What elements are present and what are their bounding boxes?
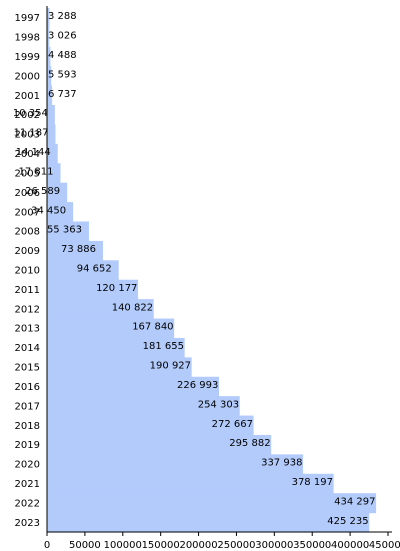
bar — [47, 415, 254, 436]
value-label: 10 354 — [13, 108, 48, 119]
y-tick-label: 2008 — [15, 227, 40, 238]
y-tick-label: 2010 — [15, 266, 40, 277]
bar — [47, 493, 377, 514]
x-tick-label: 350000 — [293, 540, 331, 551]
value-label: 26 589 — [25, 186, 60, 197]
bar — [47, 512, 370, 533]
value-label: 120 177 — [96, 283, 137, 294]
x-tick-label: 450000 — [369, 540, 400, 551]
bar — [47, 66, 52, 87]
x-tick-label: 100000 — [104, 540, 142, 551]
value-label: 17 811 — [19, 166, 54, 177]
value-label: 55 363 — [47, 225, 82, 236]
y-tick-label: 2001 — [15, 91, 40, 102]
bar — [47, 202, 74, 223]
y-tick-label: 2020 — [15, 460, 40, 471]
bar — [47, 182, 68, 203]
value-label: 73 886 — [61, 244, 96, 255]
value-label: 434 297 — [334, 496, 375, 507]
x-tick-label: 250000 — [217, 540, 255, 551]
bar — [47, 299, 154, 320]
value-label: 254 303 — [198, 399, 239, 410]
bar — [47, 260, 119, 281]
value-label: 378 197 — [292, 477, 333, 488]
bar — [47, 396, 240, 417]
bar — [47, 163, 61, 184]
y-tick-label: 2013 — [15, 324, 40, 335]
value-label: 425 235 — [327, 516, 368, 527]
value-label: 226 993 — [177, 380, 218, 391]
x-tick-label: 150000 — [142, 540, 180, 551]
y-tick-label: 2011 — [15, 285, 40, 296]
y-tick-label: 2018 — [15, 421, 40, 432]
y-tick-label: 2014 — [15, 343, 40, 354]
y-tick-label: 2015 — [15, 363, 40, 374]
x-tick-label: 50000 — [69, 540, 101, 551]
value-label: 140 822 — [112, 302, 153, 313]
bar — [47, 376, 220, 397]
x-tick-label: 0 — [44, 540, 50, 551]
bar — [47, 221, 89, 242]
value-label: 3 026 — [48, 31, 77, 42]
bar — [47, 454, 304, 475]
bar — [47, 337, 185, 358]
y-tick-label: 2006 — [15, 188, 40, 199]
y-tick-label: 1997 — [15, 13, 40, 24]
value-label: 3 288 — [48, 11, 77, 22]
value-label: 4 488 — [48, 50, 77, 61]
y-tick-label: 2007 — [15, 207, 40, 218]
bar — [47, 85, 53, 106]
x-tick-label: 400000 — [331, 540, 369, 551]
bar — [47, 8, 50, 29]
bar — [47, 124, 56, 145]
bar — [47, 473, 334, 494]
y-tick-label: 2012 — [15, 304, 40, 315]
y-tick-label: 2016 — [15, 382, 40, 393]
y-tick-label: 1999 — [15, 52, 40, 63]
value-label: 295 882 — [229, 438, 270, 449]
value-label: 6 737 — [48, 89, 77, 100]
y-tick-label: 1998 — [15, 33, 40, 44]
y-tick-label: 2023 — [15, 518, 40, 529]
bar — [47, 27, 50, 48]
y-tick-label: 2009 — [15, 246, 40, 257]
bar — [47, 105, 55, 126]
value-label: 5 593 — [48, 69, 77, 80]
value-label: 14 144 — [16, 147, 51, 158]
y-tick-label: 2003 — [15, 130, 40, 141]
bar — [47, 279, 139, 300]
bar — [47, 318, 175, 339]
value-label: 11 187 — [13, 128, 48, 139]
y-tick-label: 2022 — [15, 498, 40, 509]
bar — [47, 240, 103, 261]
bar — [47, 46, 51, 67]
value-label: 167 840 — [132, 322, 173, 333]
value-label: 337 938 — [261, 458, 302, 469]
y-tick-label: 2004 — [15, 149, 40, 160]
value-label: 94 652 — [77, 264, 112, 275]
x-tick-label: 200000 — [179, 540, 217, 551]
y-tick-label: 2005 — [15, 168, 40, 179]
y-tick-label: 2002 — [15, 110, 40, 121]
y-tick-label: 2021 — [15, 479, 40, 490]
y-tick-label: 2017 — [15, 401, 40, 412]
y-tick-label: 2019 — [15, 440, 40, 451]
y-tick-label: 2000 — [15, 71, 40, 82]
bar — [47, 357, 192, 378]
value-label: 181 655 — [143, 341, 184, 352]
x-tick-label: 300000 — [255, 540, 293, 551]
bar — [47, 434, 272, 455]
value-label: 190 927 — [150, 361, 191, 372]
value-label: 34 450 — [31, 205, 66, 216]
value-label: 272 667 — [212, 419, 253, 430]
bar — [47, 143, 58, 164]
